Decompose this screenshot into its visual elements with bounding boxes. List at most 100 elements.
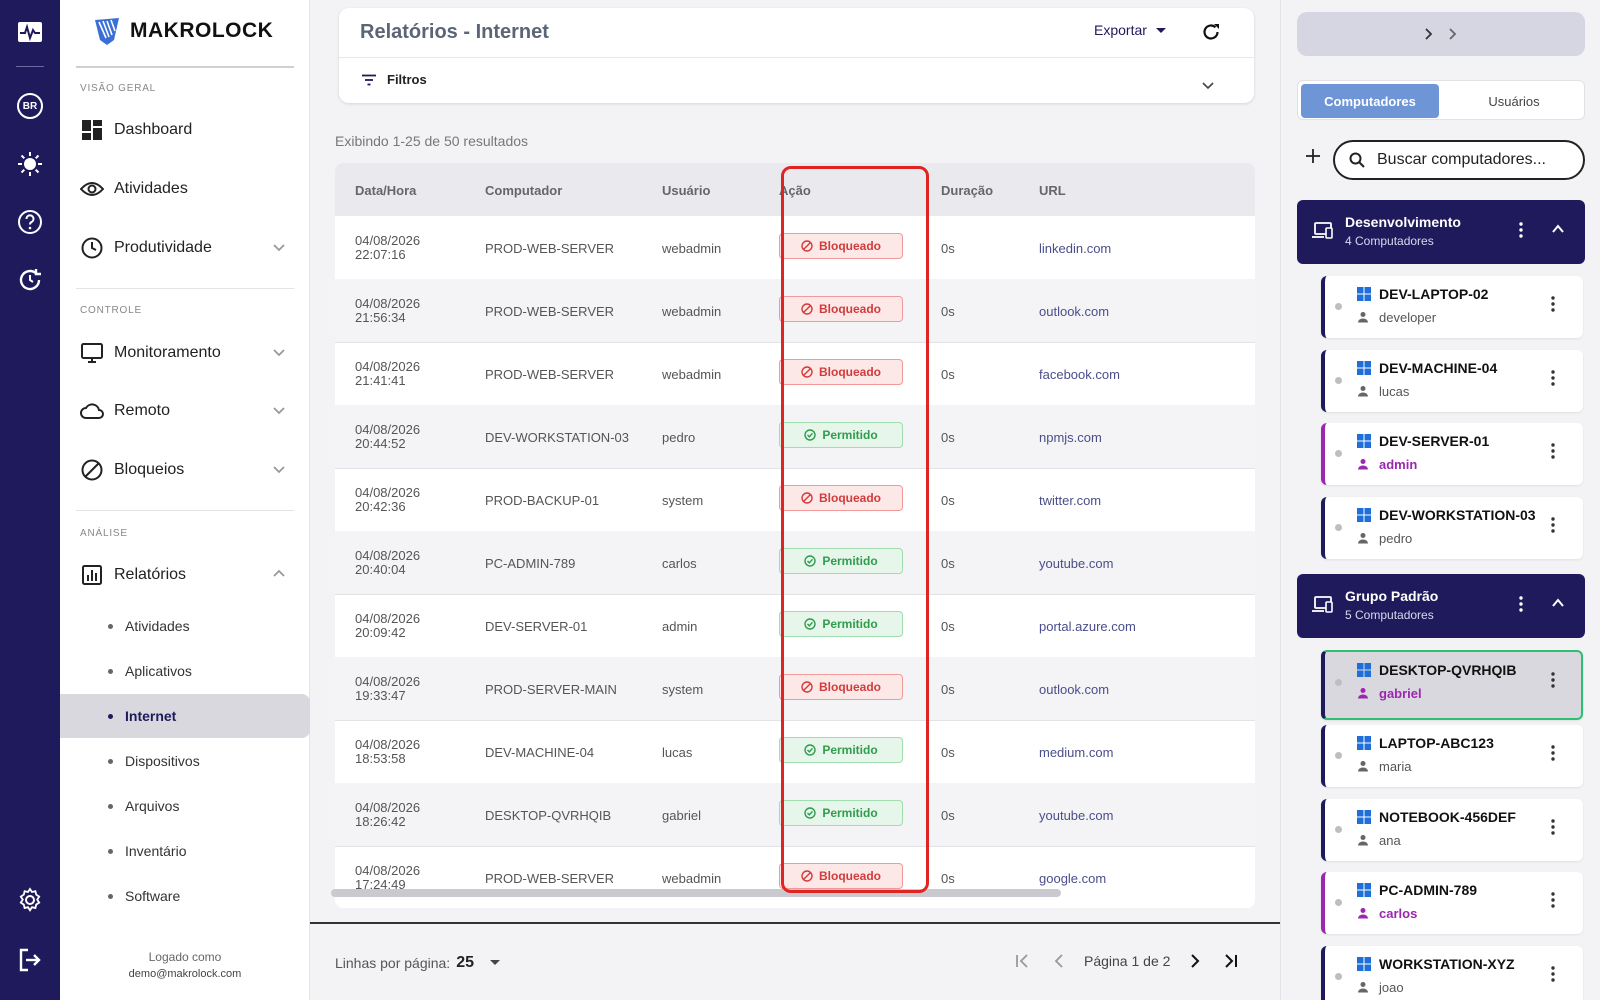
url-link[interactable]: outlook.com [1039, 304, 1110, 319]
group-header[interactable]: Grupo Padrão 5 Computadores [1297, 574, 1585, 638]
computer-menu-button[interactable] [1551, 296, 1555, 317]
url-link[interactable]: google.com [1039, 871, 1107, 886]
export-button[interactable]: Exportar [1094, 22, 1167, 38]
nav-item-monitoramento[interactable]: Monitoramento [76, 333, 296, 373]
sub-item-arquivos[interactable]: Arquivos [60, 784, 310, 828]
table-row[interactable]: 04/08/2026 20:09:42 DEV-SERVER-01 admin Perm… [335, 594, 1255, 658]
sub-item-atividades[interactable]: Atividades [60, 604, 310, 648]
table-row[interactable]: 04/08/2026 20:42:36 PROD-BACKUP-01 system Bl… [335, 468, 1255, 532]
table-row[interactable]: 04/08/2026 20:40:04 PC-ADMIN-789 carlos Perm… [335, 531, 1255, 595]
table-row[interactable]: 04/08/2026 19:33:47 PROD-SERVER-MAIN system… [335, 657, 1255, 721]
url-link[interactable]: twitter.com [1039, 493, 1102, 508]
chevron-right-icon[interactable] [1448, 27, 1458, 41]
sub-item-software[interactable]: Software [60, 874, 310, 918]
sub-item-aplicativos[interactable]: Aplicativos [60, 649, 310, 693]
history-icon[interactable] [14, 264, 46, 296]
nav-item-atividades[interactable]: Atividades [76, 169, 296, 209]
nav-item-bloqueios[interactable]: Bloqueios [76, 450, 296, 490]
computer-item[interactable]: DESKTOP-QVRHQIB gabriel [1321, 650, 1583, 720]
url-link[interactable]: facebook.com [1039, 367, 1120, 382]
url-link[interactable]: youtube.com [1039, 556, 1114, 571]
logout-icon[interactable] [14, 944, 46, 976]
group-menu-button[interactable] [1519, 222, 1523, 243]
computer-menu-button[interactable] [1551, 892, 1555, 913]
column-header[interactable]: URL [1039, 183, 1066, 198]
url-link[interactable]: outlook.com [1039, 682, 1110, 697]
table-row[interactable]: 04/08/2026 21:41:41 PROD-WEB-SERVER webadmi… [335, 342, 1255, 406]
tab-computadores[interactable]: Computadores [1301, 84, 1439, 118]
collapse-group-button[interactable] [1551, 596, 1565, 615]
panel-nav-bar[interactable] [1297, 12, 1585, 56]
filters-toggle[interactable]: Filtros [361, 72, 427, 87]
more-vertical-icon [1551, 296, 1555, 312]
computer-item[interactable]: PC-ADMIN-789 carlos [1321, 872, 1583, 934]
table-row[interactable]: 04/08/2026 21:56:34 PROD-WEB-SERVER webadmi… [335, 279, 1255, 343]
computer-item[interactable]: LAPTOP-ABC123 maria [1321, 725, 1583, 787]
horizontal-scrollbar[interactable] [331, 889, 1061, 897]
computer-menu-button[interactable] [1551, 516, 1555, 538]
group-menu-button[interactable] [1519, 596, 1523, 617]
computer-menu-button[interactable] [1551, 672, 1555, 693]
chevron-right-icon[interactable] [1424, 27, 1434, 41]
help-icon[interactable] [14, 206, 46, 238]
last-page-button[interactable] [1220, 950, 1242, 972]
url-link[interactable]: linkedin.com [1039, 241, 1112, 256]
computer-menu-button[interactable] [1551, 965, 1555, 987]
user-icon [1358, 908, 1368, 919]
column-header[interactable]: Usuário [662, 183, 711, 198]
nav-item-relatorios[interactable]: Relatórios [76, 555, 296, 595]
refresh-button[interactable] [1201, 22, 1221, 47]
computers-panel: Computadores Usuários Desenvolvimento 4 C… [1280, 0, 1600, 1000]
rows-per-page[interactable]: Linhas por página: 25 [335, 954, 502, 972]
computer-menu-button[interactable] [1551, 745, 1555, 766]
url-link[interactable]: npmjs.com [1039, 430, 1102, 445]
column-header[interactable]: Duração [941, 183, 994, 198]
table-row[interactable]: 04/08/2026 20:44:52 DEV-WORKSTATION-03 pedr… [335, 405, 1255, 469]
computer-item[interactable]: NOTEBOOK-456DEF ana [1321, 798, 1583, 861]
status-dot [1335, 450, 1342, 457]
table-row[interactable]: 04/08/2026 18:26:42 DESKTOP-QVRHQIB gabriel… [335, 783, 1255, 847]
main-content: Relatórios - Internet Exportar Filtros E… [310, 0, 1280, 1000]
url-link[interactable]: youtube.com [1039, 808, 1114, 823]
table-row[interactable]: 04/08/2026 18:53:58 DEV-MACHINE-04 lucas Per… [335, 720, 1255, 784]
collapse-group-button[interactable] [1551, 222, 1565, 241]
sub-item-internet[interactable]: Internet [60, 694, 310, 738]
computer-item[interactable]: DEV-MACHINE-04 lucas [1321, 349, 1583, 412]
computer-item[interactable]: DEV-SERVER-01 admin [1321, 423, 1583, 485]
more-vertical-icon [1551, 892, 1555, 908]
computer-menu-button[interactable] [1551, 818, 1555, 840]
sub-item-dispositivos[interactable]: Dispositivos [60, 739, 310, 783]
add-computer-button[interactable] [1305, 148, 1321, 169]
nav-item-remoto[interactable]: Remoto [76, 391, 296, 431]
computer-menu-button[interactable] [1551, 369, 1555, 391]
first-page-button[interactable] [1012, 950, 1034, 972]
previous-page-button[interactable] [1048, 950, 1070, 972]
tab-usuarios[interactable]: Usuários [1488, 93, 1540, 109]
sub-item-inventario[interactable]: Inventário [60, 829, 310, 873]
language-button[interactable]: BR [14, 90, 46, 122]
column-header[interactable]: Computador [485, 183, 563, 198]
column-header[interactable]: Ação [779, 183, 811, 198]
nav-item-produtividade[interactable]: Produtividade [76, 228, 296, 268]
nav-item-dashboard[interactable]: Dashboard [76, 110, 296, 150]
sun-icon[interactable] [14, 148, 46, 180]
computer-item[interactable]: DEV-LAPTOP-02 developer [1321, 276, 1583, 338]
url-link[interactable]: portal.azure.com [1039, 619, 1136, 634]
nav-label-bloqueios: Bloqueios [114, 461, 185, 478]
computer-item[interactable]: DEV-WORKSTATION-03 pedro [1321, 496, 1583, 559]
computer-item[interactable]: WORKSTATION-XYZ joao [1321, 945, 1583, 1000]
pulse-icon[interactable] [14, 16, 46, 48]
caret-down-icon [490, 960, 500, 965]
brand-logo[interactable]: MAKROLOCK [92, 16, 273, 46]
expand-filters-button[interactable] [1201, 78, 1215, 97]
table-row[interactable]: 04/08/2026 22:07:16 PROD-WEB-SERVER webadmi… [335, 216, 1255, 280]
column-header[interactable]: Data/Hora [355, 183, 417, 198]
group-header[interactable]: Desenvolvimento 4 Computadores [1297, 200, 1585, 264]
bullet [108, 848, 113, 854]
next-page-button[interactable] [1184, 950, 1206, 972]
table-row[interactable]: 04/08/2026 17:24:49 PROD-WEB-SERVER webadmi… [335, 846, 1255, 908]
search-input[interactable] [1377, 151, 1567, 169]
url-link[interactable]: medium.com [1039, 745, 1114, 760]
computer-menu-button[interactable] [1551, 443, 1555, 464]
settings-gear-icon[interactable] [14, 884, 46, 916]
